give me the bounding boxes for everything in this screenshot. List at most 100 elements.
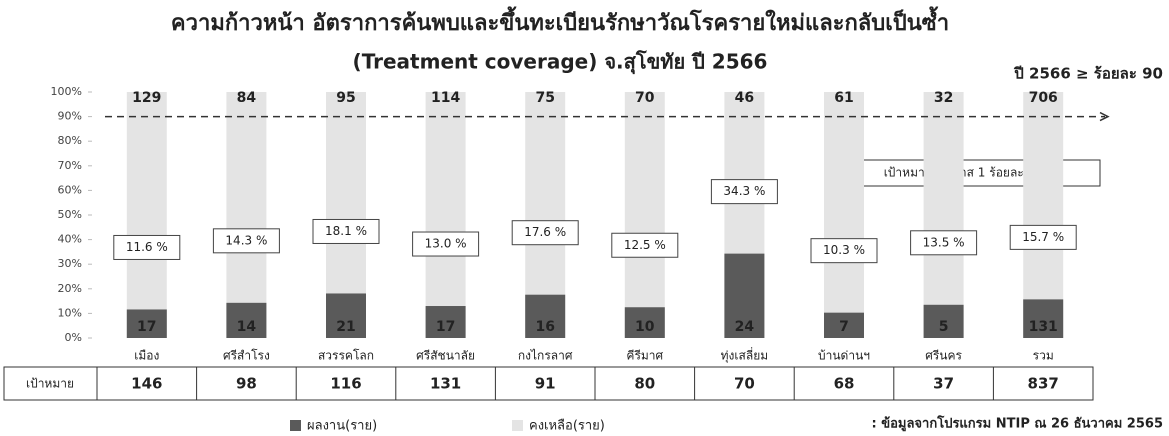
remaining-label: 706 xyxy=(1029,90,1058,106)
value-box xyxy=(511,220,579,246)
value-box xyxy=(910,230,978,256)
x-tick-label: ทุ่งเสลี่ยม xyxy=(721,347,769,364)
remaining-label: 75 xyxy=(535,90,554,106)
legend-swatch xyxy=(512,420,523,431)
table-value: 70 xyxy=(734,375,755,393)
reference-arrow xyxy=(1099,111,1110,122)
table-value: 837 xyxy=(1028,375,1059,393)
y-tick-label: 20% xyxy=(58,282,82,295)
y-tick-label: 80% xyxy=(58,134,82,147)
x-tick-label: ศรีนคร xyxy=(925,349,962,363)
count-label: 17 xyxy=(137,319,156,335)
remaining-label: 70 xyxy=(635,90,655,106)
remaining-label: 61 xyxy=(834,90,853,106)
x-tick-label: รวม xyxy=(1033,349,1054,363)
y-tick-label: 30% xyxy=(58,257,82,270)
table-value: 116 xyxy=(330,375,361,393)
bar-track xyxy=(425,92,466,338)
x-tick-label: คีรีมาศ xyxy=(626,349,663,363)
table-frame xyxy=(3,366,1094,401)
value-label: 13.0 % xyxy=(425,237,467,251)
chart-subtitle: (Treatment coverage) จ.สุโขทัย ปี 2566 xyxy=(353,50,768,75)
remaining-label: 84 xyxy=(237,90,257,106)
x-tick-label: บ้านด่านฯ xyxy=(818,349,870,363)
bar xyxy=(824,312,864,338)
count-label: 131 xyxy=(1029,319,1058,335)
chart-title: ความก้าวหน้า อัตราการค้นพบและขึ้นทะเบียน… xyxy=(171,6,949,36)
count-label: 7 xyxy=(839,319,849,335)
x-tick-label: ศรีสัชนาลัย xyxy=(416,349,475,363)
value-label: 34.3 % xyxy=(723,184,765,198)
remaining-label: 114 xyxy=(431,90,460,106)
value-box xyxy=(212,228,280,254)
value-label: 11.6 % xyxy=(126,240,168,254)
bar xyxy=(624,307,665,338)
table-value: 98 xyxy=(236,375,257,393)
bar-track xyxy=(126,92,167,338)
value-box xyxy=(312,218,380,244)
count-label: 24 xyxy=(735,319,755,335)
bar xyxy=(1023,299,1064,338)
value-box xyxy=(710,179,778,205)
bar xyxy=(425,306,466,338)
y-tick-label: 70% xyxy=(58,159,82,172)
y-tick-label: 40% xyxy=(58,233,82,246)
y-tick-label: 50% xyxy=(58,208,82,221)
count-label: 10 xyxy=(635,319,655,335)
value-label: 10.3 % xyxy=(823,243,865,257)
table-value: 37 xyxy=(933,375,954,393)
remaining-label: 95 xyxy=(336,90,355,106)
value-label: 12.5 % xyxy=(624,238,666,252)
value-box xyxy=(1009,224,1077,250)
value-label: 14.3 % xyxy=(225,233,267,247)
bar-track xyxy=(923,92,964,338)
table-value: 131 xyxy=(430,375,461,393)
value-label: 13.5 % xyxy=(923,235,965,249)
table-row-label: เป้าหมาย xyxy=(26,377,74,391)
value-label: 18.1 % xyxy=(325,224,367,238)
count-label: 16 xyxy=(535,319,554,335)
bar xyxy=(525,294,566,338)
legend-swatch xyxy=(290,420,301,431)
source: : ข้อมูลจากโปรแกรม NTIP ณ 26 ธันวาคม 256… xyxy=(871,415,1163,432)
value-box xyxy=(412,231,480,257)
table-value: 80 xyxy=(634,375,655,393)
count-label: 17 xyxy=(436,319,455,335)
count-label: 5 xyxy=(939,319,949,335)
remaining-label: 129 xyxy=(132,90,161,106)
y-tick-label: 10% xyxy=(58,306,82,319)
bar xyxy=(923,304,964,338)
remaining-label: 32 xyxy=(934,90,953,106)
x-tick-label: ศรีสำโรง xyxy=(223,349,270,363)
bar xyxy=(126,309,167,338)
value-box xyxy=(810,238,878,264)
legend-label: คงเหลือ(ราย) xyxy=(529,418,605,434)
bar xyxy=(326,293,366,338)
x-tick-label: เมือง xyxy=(134,349,159,363)
bar xyxy=(226,302,267,338)
count-label: 14 xyxy=(237,319,257,335)
reference-label: ปี 2566 ≥ ร้อยละ 90 xyxy=(1013,65,1163,83)
y-tick-label: 100% xyxy=(51,85,82,98)
remaining-label: 46 xyxy=(735,90,754,106)
bar xyxy=(724,253,765,338)
value-label: 15.7 % xyxy=(1022,230,1064,244)
count-label: 21 xyxy=(336,319,355,335)
value-box xyxy=(113,234,181,260)
legend-label: ผลงาน(ราย) xyxy=(307,419,377,434)
table-value: 68 xyxy=(834,375,855,393)
x-tick-label: กงไกรลาศ xyxy=(518,349,573,363)
bar-track xyxy=(624,92,665,338)
bar-track xyxy=(824,92,864,338)
value-box xyxy=(611,232,679,258)
value-label: 17.6 % xyxy=(524,225,566,239)
bar-track xyxy=(1023,92,1064,338)
bar-track xyxy=(226,92,267,338)
table-value: 91 xyxy=(535,375,556,393)
y-tick-label: 60% xyxy=(58,183,82,196)
table-value: 146 xyxy=(131,375,162,393)
x-tick-label: สวรรคโลก xyxy=(318,349,374,363)
y-tick-label: 0% xyxy=(65,331,82,344)
y-tick-label: 90% xyxy=(58,110,82,123)
